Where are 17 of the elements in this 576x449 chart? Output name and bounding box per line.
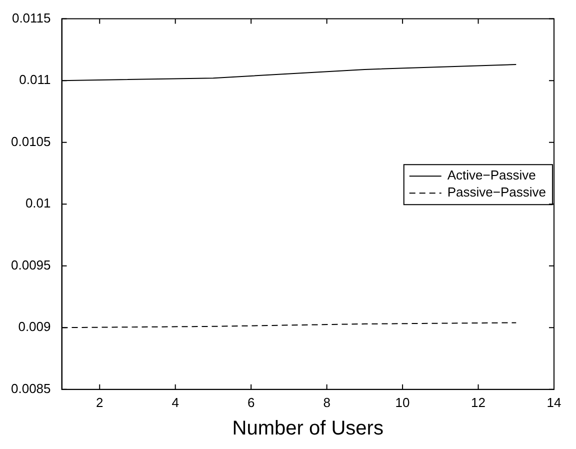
- x-tick-label: 10: [395, 394, 410, 410]
- legend-label: Passive−Passive: [447, 184, 546, 200]
- x-tick-label: 4: [172, 394, 179, 410]
- legend-label: Active−Passive: [447, 168, 536, 183]
- x-axis-title: Number of Users: [232, 418, 384, 440]
- y-tick-label: 0.01: [25, 196, 51, 211]
- y-tick-label: 0.009: [18, 319, 51, 334]
- y-tick-label: 0.0115: [12, 10, 51, 26]
- y-tick-label: 0.0105: [10, 134, 51, 149]
- y-tick-label: 0.0085: [10, 380, 51, 396]
- x-tick-label: 12: [471, 394, 486, 410]
- y-tick-label: 0.0095: [10, 257, 51, 272]
- y-tick-label: 0.011: [19, 72, 51, 88]
- x-tick-label: 6: [247, 394, 255, 410]
- x-tick-label: 8: [323, 394, 330, 410]
- x-tick-label: 14: [546, 394, 562, 410]
- x-tick-label: 2: [96, 394, 104, 410]
